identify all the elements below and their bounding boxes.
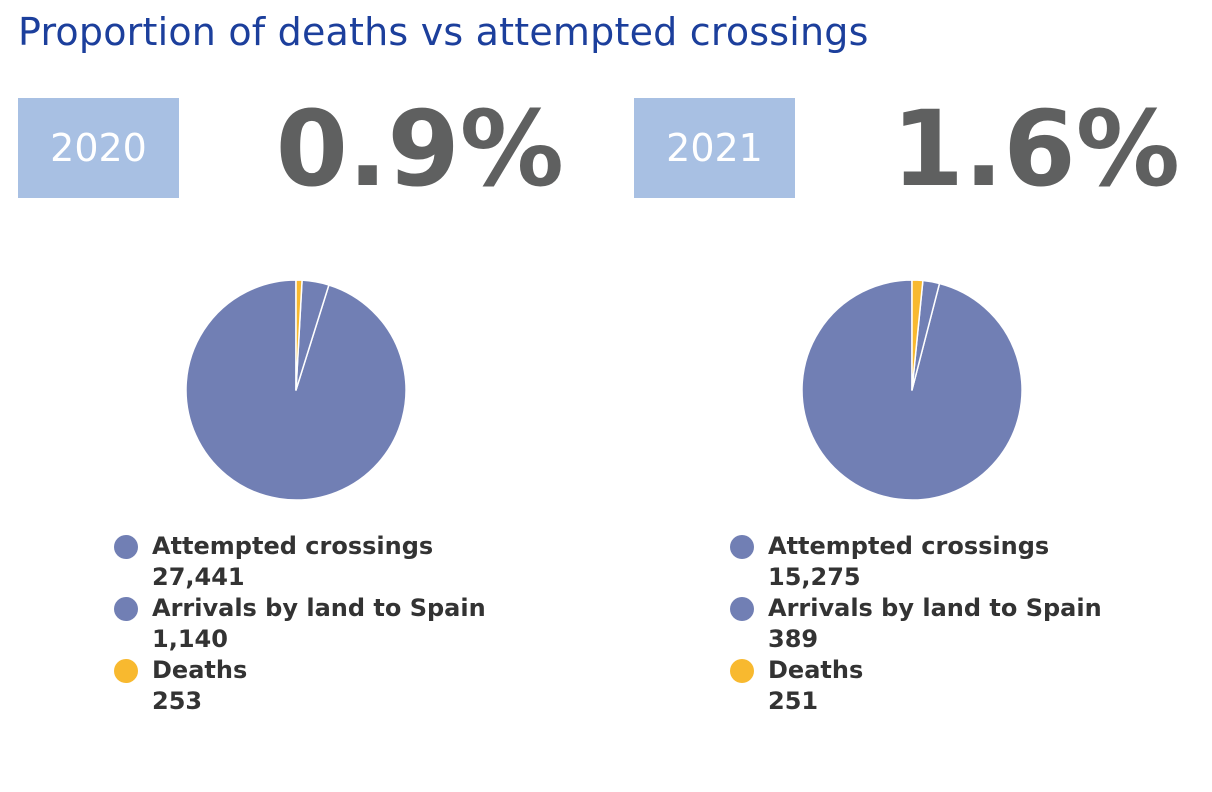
legend-label: Deaths [768,656,864,684]
legend-item-arrivals[interactable]: Arrivals by land to Spain 389 [730,593,1102,655]
panel-2021: 2021 1.6% Attempted crossings 15,275 Arr… [616,0,1212,792]
legend-marker [730,535,754,559]
year-badge: 2020 [18,98,179,198]
panel-2020: 2020 0.9% Attempted crossings 27,441 Arr… [18,88,564,717]
legend-item-arrivals[interactable]: Arrivals by land to Spain 1,140 [114,593,486,655]
legend-label: Deaths [152,656,248,684]
legend-marker [114,659,138,683]
legend-marker [730,659,754,683]
legend-label: Arrivals by land to Spain [152,594,486,622]
pie-slice-deaths[interactable] [295,279,303,391]
death-percentage: 1.6% [891,88,1180,210]
legend-marker [114,597,138,621]
legend-value: 15,275 [768,563,861,591]
legend-item-attempted[interactable]: Attempted crossings 15,275 [730,531,1102,593]
legend-item-attempted[interactable]: Attempted crossings 27,441 [114,531,486,593]
legend-item-deaths[interactable]: Deaths 253 [114,655,486,717]
legend: Attempted crossings 15,275 Arrivals by l… [730,531,1102,717]
legend-value: 251 [768,687,819,715]
legend-marker [730,597,754,621]
legend-label: Attempted crossings [152,532,434,560]
legend-marker [114,535,138,559]
chart-title: Proportion of deaths vs attempted crossi… [18,10,869,54]
legend-item-deaths[interactable]: Deaths 251 [730,655,1102,717]
legend-value: 1,140 [152,625,228,653]
year-badge: 2021 [634,98,795,198]
legend: Attempted crossings 27,441 Arrivals by l… [114,531,486,717]
legend-label: Attempted crossings [768,532,1050,560]
legend-value: 253 [152,687,203,715]
death-percentage: 0.9% [275,88,564,210]
legend-value: 27,441 [152,563,245,591]
pie-chart [801,279,1023,501]
legend-value: 389 [768,625,819,653]
pie-chart [185,279,407,501]
legend-label: Arrivals by land to Spain [768,594,1102,622]
pie-slice-deaths[interactable] [911,279,924,391]
